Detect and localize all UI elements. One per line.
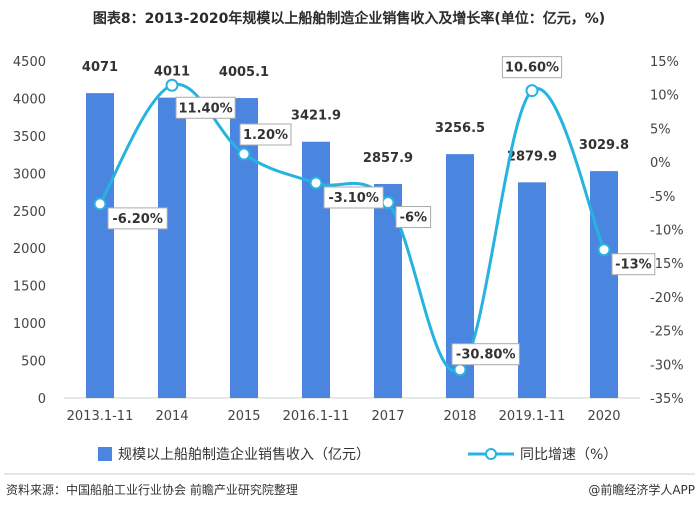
- growth-value-label: -6%: [400, 211, 427, 226]
- x-tick-label: 2017: [371, 409, 404, 424]
- left-tick-label: 500: [21, 355, 46, 370]
- left-tick-label: 0: [38, 392, 46, 407]
- legend-line-label: 同比增速（%）: [520, 447, 617, 463]
- legend-bar-swatch: [98, 447, 112, 461]
- bar-value-label: 4011: [154, 65, 190, 80]
- bar-value-label: 4071: [82, 60, 118, 75]
- growth-label-box: [175, 96, 236, 119]
- growth-label-box: [239, 123, 292, 146]
- right-tick-label: 5%: [650, 122, 671, 137]
- growth-point: [381, 196, 395, 210]
- legend-line-marker: [485, 448, 497, 460]
- right-tick-label: -35%: [650, 392, 684, 407]
- brand-credit: @前瞻经济学人APP: [588, 482, 695, 497]
- bar-value-label: 3421.9: [291, 109, 341, 124]
- left-tick-label: 4500: [13, 55, 46, 70]
- source-note: 资料来源：中国船舶工业行业协会 前瞻产业研究院整理: [6, 482, 298, 497]
- growth-value-label: -6.20%: [112, 212, 163, 227]
- growth-point: [453, 363, 467, 377]
- bar: [158, 97, 186, 398]
- left-tick-label: 3000: [13, 167, 46, 182]
- growth-points: [93, 78, 611, 377]
- x-tick-label: 2020: [587, 409, 620, 424]
- x-tick-label: 2016.1-11: [283, 409, 350, 424]
- bar-value-label: 3029.8: [579, 138, 629, 153]
- growth-label-group: -3.10%: [323, 186, 384, 209]
- bar-series: [86, 93, 618, 399]
- right-tick-label: -25%: [650, 325, 684, 340]
- bar: [518, 182, 546, 398]
- legend: 规模以上船舶制造企业销售收入（亿元） 同比增速（%）: [98, 446, 617, 463]
- growth-value-label: -13%: [615, 258, 652, 273]
- left-tick-label: 3500: [13, 130, 46, 145]
- growth-label-box: [451, 343, 520, 366]
- x-tick-label: 2015: [227, 409, 260, 424]
- growth-point: [93, 197, 107, 211]
- growth-label-group: -13%: [611, 253, 656, 276]
- growth-label-box: [107, 207, 168, 230]
- right-tick-label: 15%: [650, 55, 679, 70]
- left-tick-label: 2500: [13, 205, 46, 220]
- growth-label-box: [611, 253, 656, 276]
- right-tick-label: -30%: [650, 358, 684, 373]
- right-tick-label: -5%: [650, 190, 675, 205]
- bar-value-label: 3256.5: [435, 121, 485, 136]
- left-tick-label: 2000: [13, 242, 46, 257]
- left-axis: 0 500 1000 1500 2000 2500 3000 3500 4000 4500: [13, 55, 46, 407]
- x-axis-ticks: 2013.1-11 2014 2015 2016.1-11 2017 2018 2019.1…: [67, 409, 621, 424]
- growth-data-labels: -6.20% 11.40% 1.20% -3.10% -6% -30.80% 10.60% -…: [107, 56, 656, 366]
- growth-label-box: [501, 56, 563, 79]
- bar-value-label: 2879.9: [507, 149, 557, 164]
- left-tick-label: 1000: [13, 317, 46, 332]
- left-tick-label: 4000: [13, 92, 46, 107]
- growth-label-group: -6%: [395, 206, 432, 229]
- growth-value-label: -30.80%: [456, 348, 516, 363]
- right-tick-label: -10%: [650, 224, 684, 239]
- growth-label-group: -6.20%: [107, 207, 168, 230]
- bar: [590, 171, 618, 398]
- x-tick-label: 2019.1-11: [499, 409, 566, 424]
- right-tick-label: -20%: [650, 291, 684, 306]
- growth-label-group: 11.40%: [175, 96, 236, 119]
- growth-label-box: [395, 206, 432, 229]
- bar-value-label: 4005.1: [219, 65, 269, 80]
- growth-value-label: 10.60%: [505, 61, 559, 76]
- growth-point: [165, 78, 179, 92]
- growth-value-label: 1.20%: [243, 128, 288, 143]
- legend-bar-label: 规模以上船舶制造企业销售收入（亿元）: [118, 446, 370, 463]
- right-tick-label: 0%: [650, 156, 671, 171]
- growth-label-group: -30.80%: [451, 343, 520, 366]
- growth-label-group: 1.20%: [239, 123, 292, 146]
- right-tick-label: 10%: [650, 89, 679, 104]
- growth-value-label: -3.10%: [328, 191, 379, 206]
- growth-point: [597, 243, 611, 257]
- left-tick-label: 1500: [13, 280, 46, 295]
- growth-point: [525, 84, 539, 98]
- x-tick-label: 2018: [443, 409, 476, 424]
- bar-value-label: 2857.9: [363, 151, 413, 166]
- growth-label-box: [323, 186, 384, 209]
- chart-title: 图表8：2013-2020年规模以上船舶制造企业销售收入及增长率(单位：亿元，%…: [93, 10, 605, 27]
- right-axis: -35% -30% -25% -20% -15% -10% -5% 0% 5% 10% 15%: [650, 55, 684, 407]
- growth-value-label: 11.40%: [179, 101, 233, 116]
- growth-point: [309, 176, 323, 190]
- x-tick-label: 2014: [155, 409, 188, 424]
- growth-point: [237, 147, 251, 161]
- growth-label-group: 10.60%: [501, 56, 563, 79]
- x-tick-label: 2013.1-11: [67, 409, 134, 424]
- bar-data-labels: 4071 4011 4005.1 3421.9 2857.9 3256.5 2879.9 30…: [82, 60, 629, 166]
- right-tick-label: -15%: [650, 257, 684, 272]
- bar: [86, 93, 114, 399]
